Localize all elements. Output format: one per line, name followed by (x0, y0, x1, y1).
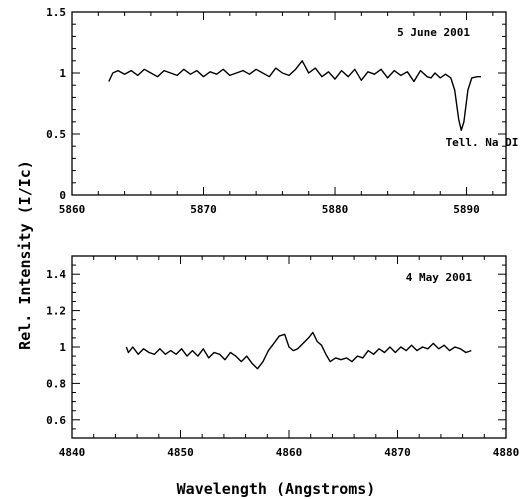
x-axis-title: Wavelength (Angstroms) (177, 480, 376, 498)
bottom-x-tick-label: 4840 (59, 446, 86, 459)
bottom-panel: 4840 4850 4860 4870 4880 0.6 0.8 1 1.2 1.4 4 May 2… (46, 255, 520, 459)
top-x-tick-label: 5860 (59, 203, 86, 216)
top-spectrum-line (108, 60, 481, 131)
bottom-x-tick-label: 4860 (276, 446, 303, 459)
top-y-tick-label: 1.5 (46, 6, 66, 19)
bottom-x-tick-label: 4850 (167, 446, 194, 459)
bottom-y-tick-label: 0.8 (46, 377, 66, 390)
bottom-y-tick-label: 1.2 (46, 305, 66, 318)
y-axis-title: Rel. Intensity (I/Ic) (16, 160, 34, 350)
top-x-tick-label: 5890 (453, 203, 480, 216)
top-panel: 5860 5870 5880 5890 0 0.5 1 1.5 5 June 2001 Tell.… (46, 6, 518, 216)
top-y-tick-label: 1 (59, 67, 66, 80)
top-x-tick-label: 5870 (190, 203, 217, 216)
top-y-tick-label: 0.5 (46, 128, 66, 141)
bottom-x-tick-label: 4880 (493, 446, 520, 459)
bottom-y-tick-label: 1.4 (46, 268, 66, 281)
bottom-x-tick-label: 4870 (384, 446, 411, 459)
bottom-y-tick-label: 1 (59, 341, 66, 354)
bottom-spectrum-line (125, 331, 472, 370)
top-feature-label: Tell. Na DI (446, 136, 519, 149)
top-plot-frame (71, 11, 507, 196)
bottom-date-label: 4 May 2001 (406, 271, 473, 284)
top-y-tick-label: 0 (59, 189, 66, 202)
top-x-tick-label: 5880 (322, 203, 349, 216)
bottom-y-tick-label: 0.6 (46, 414, 66, 427)
top-date-label: 5 June 2001 (397, 26, 470, 39)
